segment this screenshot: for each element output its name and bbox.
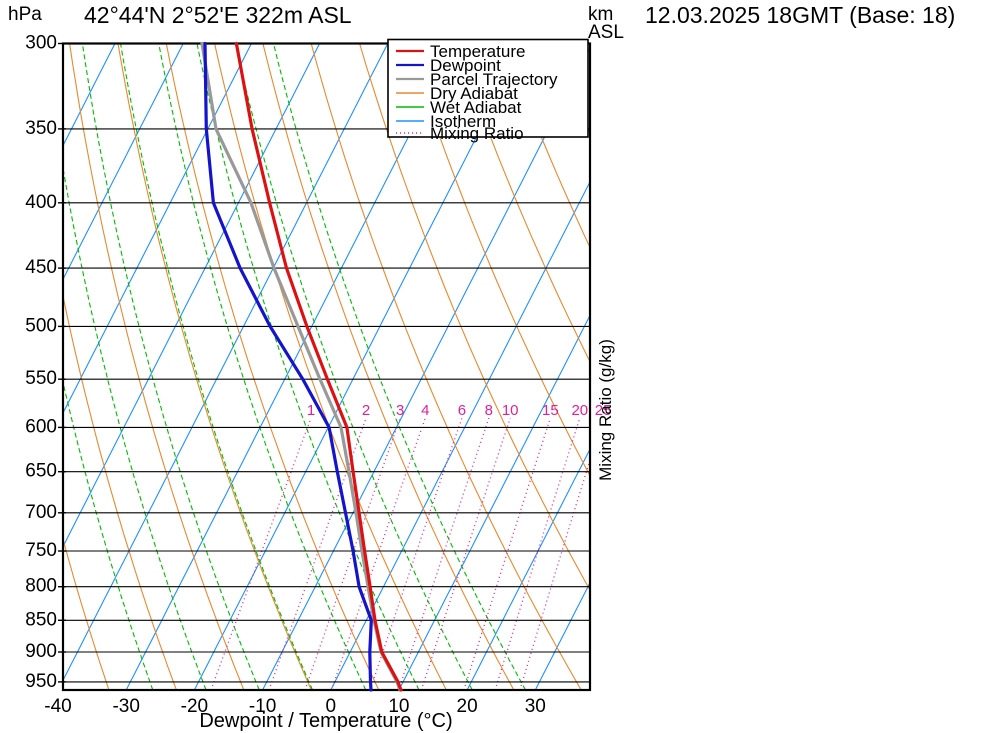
svg-text:3: 3 xyxy=(396,402,404,419)
svg-text:20: 20 xyxy=(457,696,478,717)
svg-text:-40: -40 xyxy=(44,696,71,717)
svg-text:12.03.2025 18GMT (Base: 18): 12.03.2025 18GMT (Base: 18) xyxy=(645,2,955,28)
svg-text:2: 2 xyxy=(362,402,370,419)
svg-text:450: 450 xyxy=(25,257,57,278)
svg-text:500: 500 xyxy=(25,315,57,336)
svg-text:8: 8 xyxy=(485,402,493,419)
svg-text:600: 600 xyxy=(25,416,57,437)
svg-text:Mixing Ratio: Mixing Ratio xyxy=(430,124,524,143)
svg-text:15: 15 xyxy=(542,402,559,419)
svg-text:750: 750 xyxy=(25,540,57,561)
svg-text:1: 1 xyxy=(307,402,315,419)
svg-text:400: 400 xyxy=(25,192,57,213)
svg-text:700: 700 xyxy=(25,502,57,523)
svg-text:-30: -30 xyxy=(112,696,139,717)
svg-text:650: 650 xyxy=(25,461,57,482)
svg-text:550: 550 xyxy=(25,368,57,389)
svg-text:300: 300 xyxy=(25,33,57,54)
svg-text:950: 950 xyxy=(25,671,57,692)
svg-text:4: 4 xyxy=(421,402,429,419)
svg-text:20: 20 xyxy=(571,402,588,419)
svg-text:900: 900 xyxy=(25,641,57,662)
svg-text:850: 850 xyxy=(25,609,57,630)
svg-text:800: 800 xyxy=(25,576,57,597)
svg-text:350: 350 xyxy=(25,118,57,139)
svg-text:Mixing Ratio (g/kg): Mixing Ratio (g/kg) xyxy=(596,339,615,481)
svg-text:ASL: ASL xyxy=(588,22,624,43)
svg-text:30: 30 xyxy=(525,696,546,717)
svg-text:hPa: hPa xyxy=(8,4,42,25)
svg-text:10: 10 xyxy=(502,402,519,419)
svg-text:Dewpoint / Temperature (°C): Dewpoint / Temperature (°C) xyxy=(199,710,452,732)
svg-text:6: 6 xyxy=(458,402,466,419)
svg-text:42°44'N 2°52'E 322m ASL: 42°44'N 2°52'E 322m ASL xyxy=(84,2,352,28)
